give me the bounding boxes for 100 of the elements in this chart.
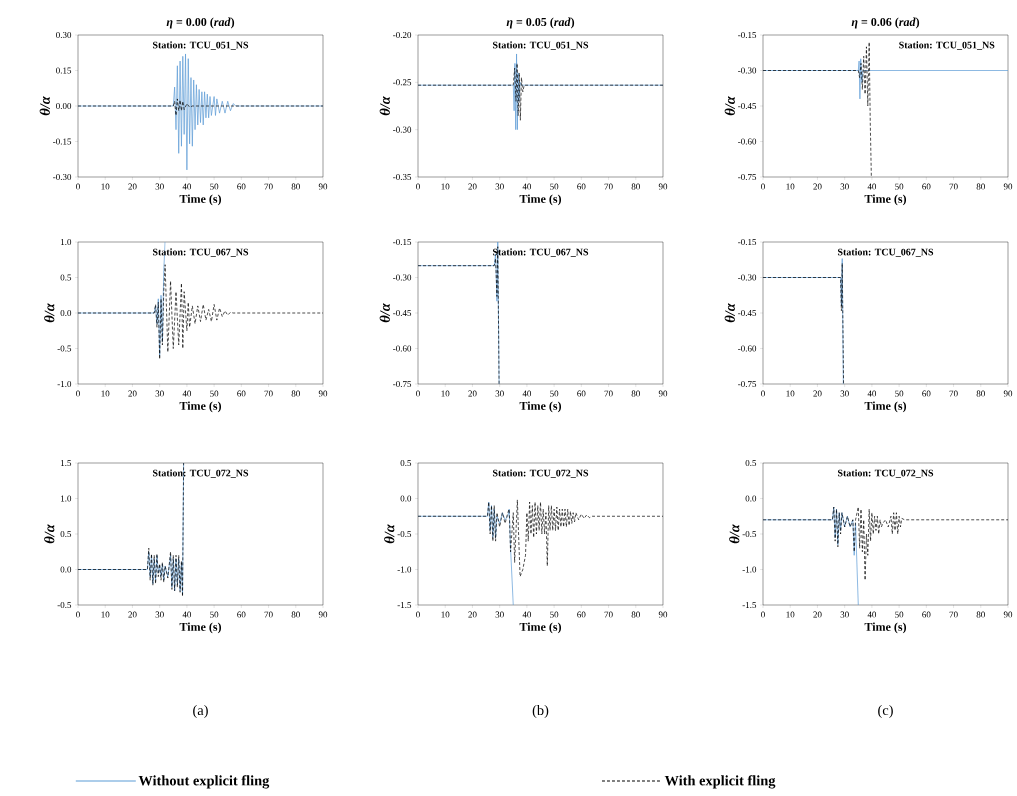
x-tick-label: 0 <box>761 183 765 190</box>
x-tick-label: 20 <box>468 611 477 618</box>
x-tick-label: 20 <box>128 611 137 618</box>
y-axis-title: θ/α <box>379 96 390 116</box>
y-tick-label: -0.45 <box>393 309 412 317</box>
y-tick-label: -0.60 <box>393 345 412 352</box>
y-tick-label: 0.0 <box>60 566 72 573</box>
x-tick-label: 60 <box>922 183 931 190</box>
chart-title: η = 0.06 (rad) <box>851 17 920 29</box>
y-tick-label: -0.35 <box>393 173 412 181</box>
x-tick-label: 10 <box>441 611 450 618</box>
y-axis-title: θ/α <box>384 524 395 544</box>
y-tick-label: 0.5 <box>400 459 412 467</box>
annotation: Station: TCU_072_NS <box>492 469 589 478</box>
x-tick-label: 90 <box>658 183 668 190</box>
x-tick-label: 10 <box>786 183 795 190</box>
x-tick-label: 40 <box>522 183 532 190</box>
x-tick-label: 90 <box>658 390 668 397</box>
x-tick-label: 50 <box>895 183 904 190</box>
annotation: Station: TCU_072_NS <box>152 469 249 478</box>
y-tick-label: 0.5 <box>60 530 72 538</box>
x-tick-label: 80 <box>631 611 640 618</box>
x-axis-title: Time (s) <box>179 401 222 413</box>
y-tick-label: -0.15 <box>738 31 757 39</box>
y-tick-label: -0.5 <box>397 530 412 538</box>
x-tick-label: 30 <box>155 183 164 190</box>
x-tick-label: 50 <box>550 390 559 397</box>
x-tick-label: 40 <box>867 390 877 397</box>
x-tick-label: 40 <box>867 183 877 190</box>
y-tick-label: -1.5 <box>742 601 757 609</box>
x-tick-label: 0 <box>416 390 420 397</box>
y-tick-label: -0.5 <box>57 601 72 609</box>
x-tick-label: 80 <box>976 183 985 190</box>
x-tick-label: 30 <box>495 611 504 618</box>
y-tick-label: 0.5 <box>745 459 757 467</box>
line-series <box>418 501 514 606</box>
x-tick-label: 80 <box>976 390 985 397</box>
x-tick-label: 70 <box>604 390 613 397</box>
x-tick-label: 60 <box>922 611 931 618</box>
x-axis-title: Time (s) <box>519 401 562 413</box>
x-tick-label: 10 <box>441 390 450 397</box>
y-tick-label: -0.30 <box>393 274 412 281</box>
y-tick-label: -0.60 <box>738 138 757 145</box>
y-tick-label: -0.30 <box>53 173 72 181</box>
y-tick-label: -0.15 <box>738 238 757 246</box>
x-tick-label: 40 <box>867 611 877 618</box>
y-tick-label: 0.15 <box>56 67 72 74</box>
x-tick-label: 0 <box>761 611 765 618</box>
x-tick-label: 50 <box>210 390 219 397</box>
x-tick-label: 60 <box>237 183 246 190</box>
y-axis-title: θ/α <box>379 303 390 323</box>
y-axis-title: θ/α <box>729 524 740 544</box>
y-tick-label: 0.30 <box>56 31 72 39</box>
line-series <box>78 53 323 171</box>
y-tick-label: -0.30 <box>738 274 757 281</box>
x-tick-label: 70 <box>264 183 273 190</box>
x-tick-label: 30 <box>840 611 849 618</box>
x-axis-title: Time (s) <box>864 194 907 206</box>
x-tick-label: 60 <box>922 390 931 397</box>
y-tick-label: -0.75 <box>738 380 757 388</box>
y-axis-title: θ/α <box>44 303 55 323</box>
y-tick-label: -0.15 <box>393 238 412 246</box>
text: (a) <box>193 704 208 719</box>
x-tick-label: 80 <box>291 183 300 190</box>
x-tick-label: 70 <box>604 611 613 618</box>
legend-label: Without explicit fling <box>138 775 270 789</box>
line-series <box>418 53 663 131</box>
x-tick-label: 70 <box>949 611 958 618</box>
annotation: Station: TCU_051_NS <box>492 41 589 50</box>
y-tick-label: -1.0 <box>397 566 412 573</box>
y-tick-label: -0.25 <box>393 79 412 86</box>
y-tick-label: -1.0 <box>742 566 757 573</box>
x-tick-label: 30 <box>155 390 164 397</box>
y-axis-title: θ/α <box>724 96 735 116</box>
x-tick-label: 80 <box>291 390 300 397</box>
x-tick-label: 60 <box>577 611 586 618</box>
x-tick-label: 50 <box>895 611 904 618</box>
x-tick-label: 90 <box>318 611 328 618</box>
y-tick-label: -0.60 <box>738 345 757 352</box>
x-tick-label: 50 <box>210 611 219 618</box>
x-tick-label: 30 <box>155 611 164 618</box>
x-tick-label: 80 <box>631 183 640 190</box>
x-tick-label: 20 <box>468 390 477 397</box>
y-tick-label: 0.0 <box>60 309 72 317</box>
x-axis-title: Time (s) <box>519 622 562 634</box>
x-tick-label: 90 <box>318 390 328 397</box>
chart-title: η = 0.05 (rad) <box>506 17 575 29</box>
x-tick-label: 80 <box>631 390 640 397</box>
x-tick-label: 0 <box>76 611 80 618</box>
legend-label: With explicit fling <box>664 775 776 789</box>
x-tick-label: 0 <box>76 183 80 190</box>
x-tick-label: 40 <box>182 183 192 190</box>
x-tick-label: 80 <box>976 611 985 618</box>
x-tick-label: 50 <box>895 390 904 397</box>
y-tick-label: -0.15 <box>53 138 72 145</box>
annotation: Station: TCU_072_NS <box>837 469 934 478</box>
text: (c) <box>878 704 893 719</box>
y-tick-label: 1.5 <box>61 459 72 467</box>
x-tick-label: 90 <box>1003 183 1013 190</box>
x-tick-label: 70 <box>264 390 273 397</box>
